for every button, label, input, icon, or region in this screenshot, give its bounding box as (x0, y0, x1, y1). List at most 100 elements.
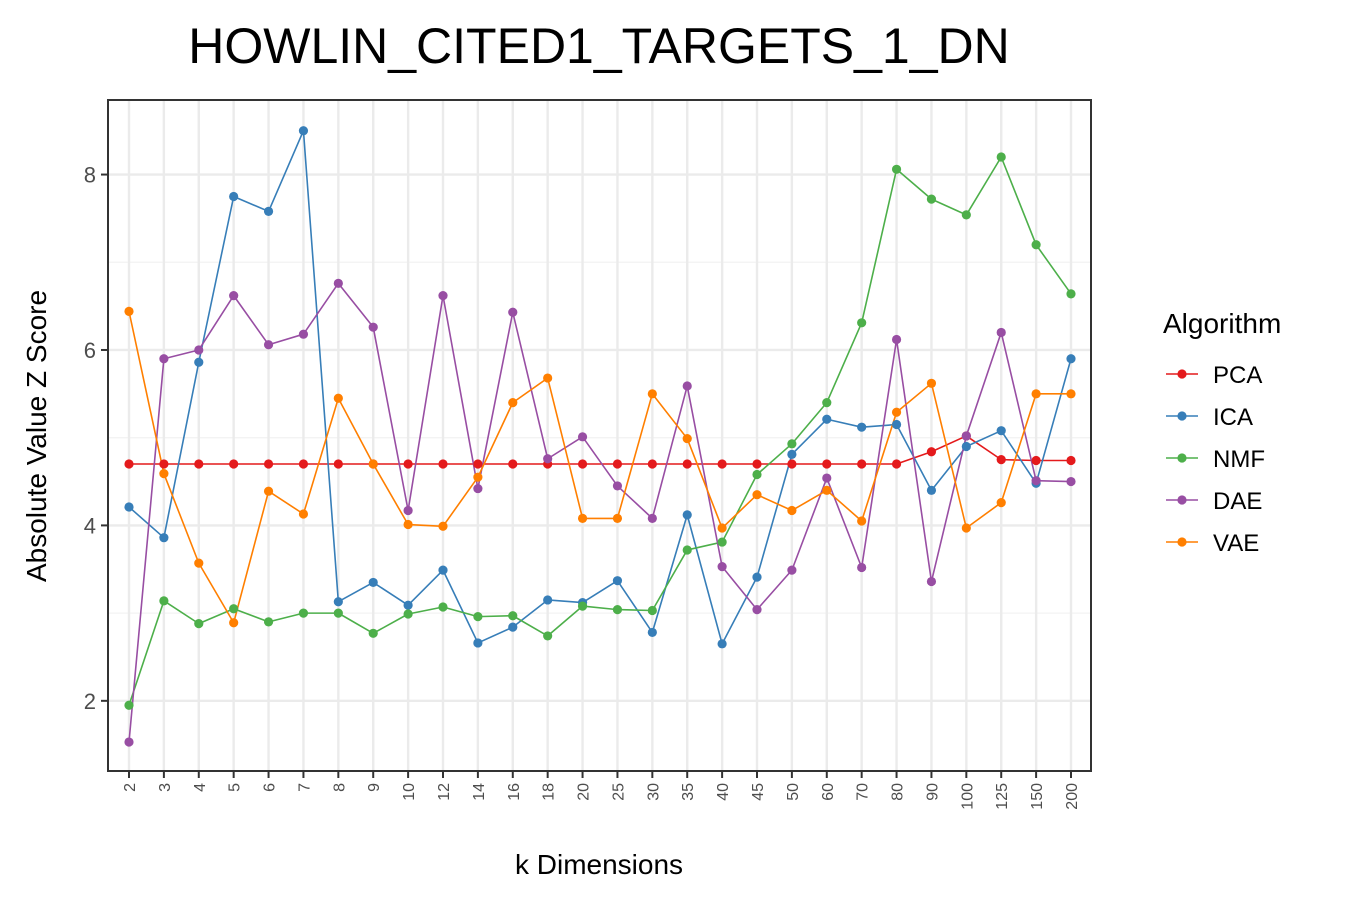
point-pca-8 (333, 459, 343, 469)
point-vae-5 (229, 618, 239, 628)
legend-item-nmf: NMF (1166, 446, 1265, 473)
x-tick-label: 5 (227, 783, 244, 792)
point-nmf-45 (752, 469, 762, 480)
point-vae-70 (857, 516, 867, 526)
point-nmf-100 (961, 210, 971, 220)
x-tick-label: 80 (890, 783, 907, 801)
point-nmf-200 (1066, 289, 1076, 299)
point-nmf-20 (577, 601, 588, 611)
point-ica-14 (473, 638, 483, 648)
x-tick-label: 4 (192, 783, 209, 792)
point-pca-16 (508, 459, 518, 469)
x-tick-label: 90 (924, 783, 941, 801)
point-ica-100 (961, 441, 971, 452)
point-dae-5 (229, 290, 239, 301)
point-nmf-6 (263, 617, 274, 627)
point-pca-14 (473, 459, 483, 469)
point-nmf-40 (717, 537, 727, 547)
point-ica-125 (996, 426, 1006, 436)
x-tick-label: 12 (436, 783, 453, 801)
point-vae-12 (438, 521, 448, 531)
legend-label: DAE (1213, 488, 1262, 515)
series-line-vae (128, 311, 1071, 624)
x-tick-label: 40 (715, 783, 732, 801)
legend-label: NMF (1213, 446, 1265, 473)
point-pca-3 (159, 459, 169, 469)
point-vae-200 (1066, 389, 1076, 399)
point-dae-14 (473, 483, 483, 494)
point-nmf-150 (1031, 240, 1041, 250)
point-ica-25 (612, 576, 623, 586)
point-vae-4 (194, 558, 204, 568)
point-pca-45 (752, 459, 762, 469)
point-pca-40 (717, 459, 727, 469)
x-tick-label: 70 (855, 783, 872, 801)
point-dae-80 (891, 334, 902, 345)
point-nmf-3 (159, 596, 169, 606)
point-vae-100 (961, 523, 971, 533)
y-tick-label: 4 (84, 513, 96, 538)
point-dae-125 (996, 327, 1006, 338)
point-nmf-9 (368, 628, 378, 638)
x-tick-label: 25 (610, 783, 627, 801)
series-line-dae (128, 282, 1072, 743)
x-tick-label: 45 (750, 783, 767, 801)
x-tick-label: 125 (994, 783, 1011, 810)
legend-label: VAE (1213, 530, 1259, 557)
point-dae-200 (1066, 476, 1076, 487)
x-tick-label: 150 (1029, 783, 1046, 810)
legend-key-point (1177, 537, 1187, 547)
point-ica-5 (229, 191, 239, 202)
point-ica-9 (368, 577, 378, 588)
point-nmf-4 (194, 619, 204, 629)
point-dae-9 (368, 322, 378, 332)
point-ica-8 (333, 597, 343, 607)
point-nmf-12 (438, 602, 448, 612)
point-vae-18 (543, 373, 553, 383)
point-nmf-125 (996, 152, 1006, 162)
point-vae-50 (787, 505, 797, 516)
point-nmf-35 (682, 545, 692, 555)
point-pca-7 (298, 459, 309, 469)
legend: Algorithm PCA ICA NMF DAE VAE (1163, 308, 1281, 557)
series-line-nmf (128, 156, 1072, 706)
point-dae-10 (403, 505, 413, 516)
point-vae-14 (473, 472, 483, 482)
legend-key-point (1177, 369, 1187, 379)
point-ica-18 (543, 595, 553, 605)
point-pca-6 (263, 459, 274, 469)
point-vae-20 (577, 513, 588, 523)
point-vae-7 (298, 509, 309, 519)
x-tick-label: 6 (262, 783, 279, 792)
point-ica-10 (403, 600, 413, 610)
point-nmf-90 (926, 194, 937, 204)
legend-item-dae: DAE (1166, 488, 1262, 515)
point-vae-2 (124, 306, 134, 316)
point-dae-12 (438, 290, 448, 301)
point-vae-35 (682, 433, 692, 444)
chart-title: HOWLIN_CITED1_TARGETS_1_DN (188, 18, 1009, 74)
point-ica-80 (891, 419, 902, 430)
point-dae-70 (857, 562, 867, 573)
point-pca-90 (926, 447, 937, 457)
point-nmf-8 (333, 608, 343, 618)
point-nmf-70 (857, 318, 867, 328)
point-pca-50 (787, 459, 797, 469)
x-tick-label: 50 (785, 783, 802, 801)
point-ica-200 (1066, 354, 1076, 364)
point-nmf-30 (647, 605, 657, 616)
point-ica-45 (752, 572, 762, 582)
point-nmf-5 (229, 604, 239, 614)
point-pca-150 (1031, 455, 1041, 466)
point-vae-10 (403, 519, 413, 530)
point-ica-12 (438, 565, 448, 575)
point-dae-150 (1031, 476, 1041, 486)
point-dae-25 (612, 481, 623, 491)
point-dae-16 (508, 307, 518, 317)
point-pca-80 (891, 459, 902, 469)
point-dae-30 (647, 513, 657, 523)
point-pca-2 (124, 459, 134, 469)
point-vae-60 (822, 485, 832, 495)
point-dae-45 (752, 605, 762, 615)
